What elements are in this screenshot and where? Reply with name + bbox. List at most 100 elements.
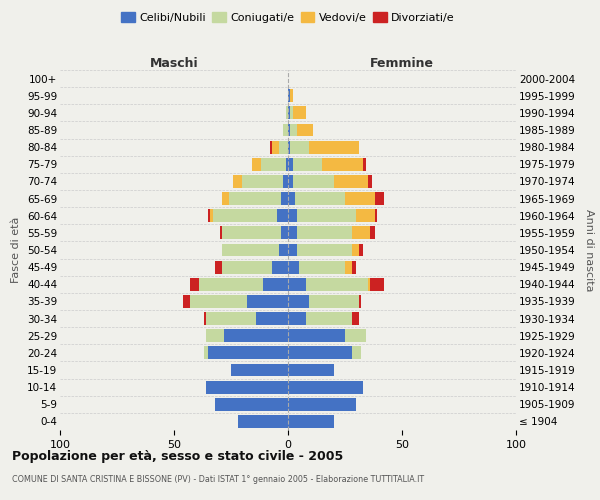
- Bar: [206, 380, 288, 394]
- Bar: [286, 158, 288, 170]
- Bar: [270, 140, 272, 153]
- Bar: [352, 312, 359, 325]
- Bar: [263, 278, 288, 290]
- Bar: [286, 106, 288, 120]
- Bar: [297, 124, 313, 136]
- Bar: [203, 312, 206, 325]
- Bar: [288, 175, 293, 188]
- Bar: [288, 106, 290, 120]
- Bar: [256, 312, 288, 325]
- Bar: [297, 244, 352, 256]
- Bar: [356, 210, 374, 222]
- Bar: [345, 260, 352, 274]
- Bar: [368, 278, 370, 290]
- Bar: [288, 124, 290, 136]
- Bar: [288, 312, 306, 325]
- Bar: [190, 278, 199, 290]
- Bar: [295, 192, 345, 205]
- Bar: [308, 295, 359, 308]
- Bar: [233, 175, 242, 188]
- Bar: [352, 244, 359, 256]
- Bar: [251, 158, 260, 170]
- Bar: [345, 192, 374, 205]
- Bar: [288, 278, 306, 290]
- Bar: [293, 158, 322, 170]
- Y-axis label: Anni di nascita: Anni di nascita: [584, 209, 594, 291]
- Bar: [222, 192, 229, 205]
- Bar: [374, 210, 377, 222]
- Bar: [208, 210, 211, 222]
- Bar: [220, 226, 222, 239]
- Bar: [363, 158, 365, 170]
- Bar: [288, 346, 352, 360]
- Bar: [272, 260, 288, 274]
- Legend: Celibi/Nubili, Coniugati/e, Vedovi/e, Divorziati/e: Celibi/Nubili, Coniugati/e, Vedovi/e, Di…: [117, 8, 459, 28]
- Bar: [281, 226, 288, 239]
- Bar: [352, 346, 361, 360]
- Bar: [290, 124, 297, 136]
- Bar: [288, 380, 363, 394]
- Y-axis label: Fasce di età: Fasce di età: [11, 217, 22, 283]
- Bar: [288, 90, 290, 102]
- Bar: [288, 226, 297, 239]
- Bar: [297, 226, 352, 239]
- Bar: [288, 210, 297, 222]
- Bar: [370, 278, 384, 290]
- Bar: [190, 295, 247, 308]
- Bar: [374, 192, 384, 205]
- Bar: [208, 346, 288, 360]
- Bar: [260, 158, 286, 170]
- Bar: [288, 244, 297, 256]
- Bar: [231, 364, 288, 376]
- Bar: [352, 226, 370, 239]
- Bar: [345, 330, 365, 342]
- Bar: [308, 140, 359, 153]
- Bar: [247, 295, 288, 308]
- Bar: [279, 140, 288, 153]
- Bar: [222, 244, 279, 256]
- Bar: [222, 260, 272, 274]
- Bar: [183, 295, 190, 308]
- Bar: [288, 295, 308, 308]
- Bar: [288, 330, 345, 342]
- Bar: [288, 364, 334, 376]
- Bar: [306, 312, 352, 325]
- Bar: [334, 175, 368, 188]
- Bar: [242, 175, 283, 188]
- Text: COMUNE DI SANTA CRISTINA E BISSONE (PV) - Dati ISTAT 1° gennaio 2005 - Elaborazi: COMUNE DI SANTA CRISTINA E BISSONE (PV) …: [12, 475, 424, 484]
- Bar: [370, 226, 374, 239]
- Text: Maschi: Maschi: [149, 57, 199, 70]
- Bar: [283, 175, 288, 188]
- Bar: [229, 192, 281, 205]
- Bar: [281, 192, 288, 205]
- Bar: [213, 210, 277, 222]
- Bar: [288, 192, 295, 205]
- Bar: [288, 398, 356, 410]
- Bar: [293, 175, 334, 188]
- Bar: [211, 210, 213, 222]
- Bar: [277, 210, 288, 222]
- Bar: [279, 244, 288, 256]
- Bar: [299, 260, 345, 274]
- Bar: [290, 90, 293, 102]
- Bar: [272, 140, 279, 153]
- Bar: [359, 244, 363, 256]
- Bar: [352, 260, 356, 274]
- Bar: [290, 106, 293, 120]
- Bar: [288, 415, 334, 428]
- Bar: [215, 398, 288, 410]
- Bar: [306, 278, 368, 290]
- Bar: [283, 124, 288, 136]
- Bar: [322, 158, 363, 170]
- Bar: [203, 346, 208, 360]
- Text: Popolazione per età, sesso e stato civile - 2005: Popolazione per età, sesso e stato civil…: [12, 450, 343, 463]
- Bar: [206, 312, 256, 325]
- Bar: [359, 295, 361, 308]
- Bar: [288, 260, 299, 274]
- Bar: [206, 330, 224, 342]
- Bar: [293, 106, 306, 120]
- Bar: [297, 210, 356, 222]
- Bar: [290, 140, 308, 153]
- Bar: [215, 260, 222, 274]
- Bar: [224, 330, 288, 342]
